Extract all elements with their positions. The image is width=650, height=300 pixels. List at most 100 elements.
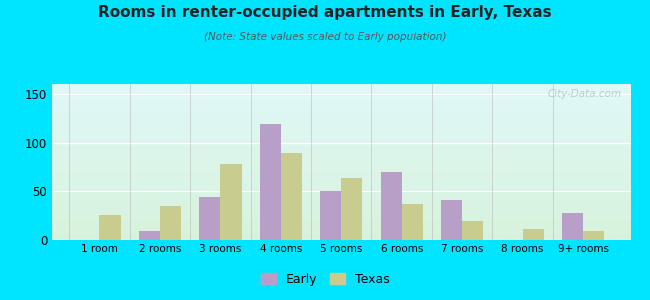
Bar	[52, 142, 630, 143]
Bar	[52, 140, 630, 141]
Bar	[52, 97, 630, 98]
Bar	[380, 172, 402, 240]
Bar	[52, 174, 630, 175]
Bar	[52, 179, 630, 180]
Bar	[52, 206, 630, 207]
Bar	[52, 89, 630, 90]
Bar	[52, 107, 630, 108]
Bar	[52, 227, 630, 228]
Bar	[52, 183, 630, 184]
Text: City-Data.com: City-Data.com	[548, 89, 622, 99]
Bar	[52, 124, 630, 125]
Bar	[52, 101, 630, 102]
Bar	[52, 147, 630, 148]
Bar	[52, 129, 630, 130]
Bar	[52, 143, 630, 144]
Bar	[52, 138, 630, 139]
Bar	[52, 122, 630, 123]
Bar	[52, 123, 630, 124]
Bar	[52, 176, 630, 177]
Bar	[52, 236, 630, 237]
Bar	[52, 181, 630, 182]
Bar	[52, 230, 630, 231]
Bar	[52, 125, 630, 126]
Bar	[220, 164, 242, 240]
Bar	[402, 204, 423, 240]
Bar	[52, 190, 630, 191]
Bar	[52, 193, 630, 194]
Bar	[52, 216, 630, 217]
Bar	[52, 95, 630, 96]
Bar	[52, 93, 630, 94]
Bar	[52, 226, 630, 227]
Bar	[52, 160, 630, 161]
Bar	[52, 231, 630, 232]
Bar	[52, 136, 630, 137]
Bar	[52, 156, 630, 157]
Bar	[52, 144, 630, 145]
Text: (Note: State values scaled to Early population): (Note: State values scaled to Early popu…	[203, 32, 447, 41]
Bar	[52, 109, 630, 110]
Bar	[138, 231, 160, 240]
Bar	[52, 151, 630, 152]
Bar	[52, 213, 630, 214]
Legend: Early, Texas: Early, Texas	[255, 268, 395, 291]
Bar	[52, 199, 630, 200]
Bar	[52, 86, 630, 87]
Bar	[52, 85, 630, 86]
Bar	[52, 192, 630, 193]
Bar	[52, 221, 630, 222]
Bar	[52, 238, 630, 239]
Bar	[52, 114, 630, 115]
Bar	[52, 173, 630, 174]
Bar	[523, 229, 544, 240]
Bar	[52, 169, 630, 170]
Bar	[562, 213, 583, 240]
Bar	[52, 111, 630, 112]
Bar	[281, 153, 302, 240]
Bar	[52, 154, 630, 155]
Bar	[52, 212, 630, 213]
Bar	[52, 133, 630, 134]
Bar	[52, 222, 630, 223]
Bar	[52, 160, 630, 161]
Bar	[52, 191, 630, 192]
Bar	[52, 134, 630, 135]
Bar	[52, 88, 630, 89]
Bar	[52, 110, 630, 111]
Bar	[52, 182, 630, 183]
Bar	[52, 135, 630, 136]
Bar	[52, 100, 630, 101]
Bar	[52, 139, 630, 140]
Bar	[52, 232, 630, 233]
Bar	[52, 168, 630, 169]
Bar	[199, 197, 220, 240]
Bar	[52, 170, 630, 171]
Bar	[52, 103, 630, 104]
Bar	[52, 130, 630, 131]
Bar	[99, 215, 121, 240]
Bar	[52, 214, 630, 215]
Bar	[52, 157, 630, 158]
Bar	[52, 92, 630, 93]
Bar	[52, 204, 630, 205]
Bar	[52, 220, 630, 221]
Bar	[52, 172, 630, 173]
Bar	[52, 105, 630, 106]
Bar	[52, 91, 630, 92]
Bar	[52, 84, 630, 85]
Bar	[320, 191, 341, 240]
Bar	[52, 185, 630, 186]
Bar	[52, 119, 630, 120]
Bar	[441, 200, 462, 240]
Bar	[52, 194, 630, 195]
Bar	[52, 106, 630, 107]
Bar	[52, 159, 630, 160]
Bar	[52, 205, 630, 206]
Bar	[52, 148, 630, 149]
Bar	[52, 102, 630, 103]
Bar	[52, 145, 630, 146]
Bar	[52, 90, 630, 91]
Bar	[52, 158, 630, 159]
Bar	[52, 87, 630, 88]
